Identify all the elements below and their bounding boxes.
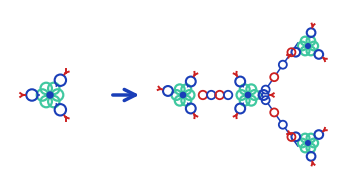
- Circle shape: [306, 141, 310, 145]
- Circle shape: [245, 92, 251, 98]
- Circle shape: [306, 44, 310, 48]
- Circle shape: [180, 92, 186, 98]
- Circle shape: [47, 92, 53, 98]
